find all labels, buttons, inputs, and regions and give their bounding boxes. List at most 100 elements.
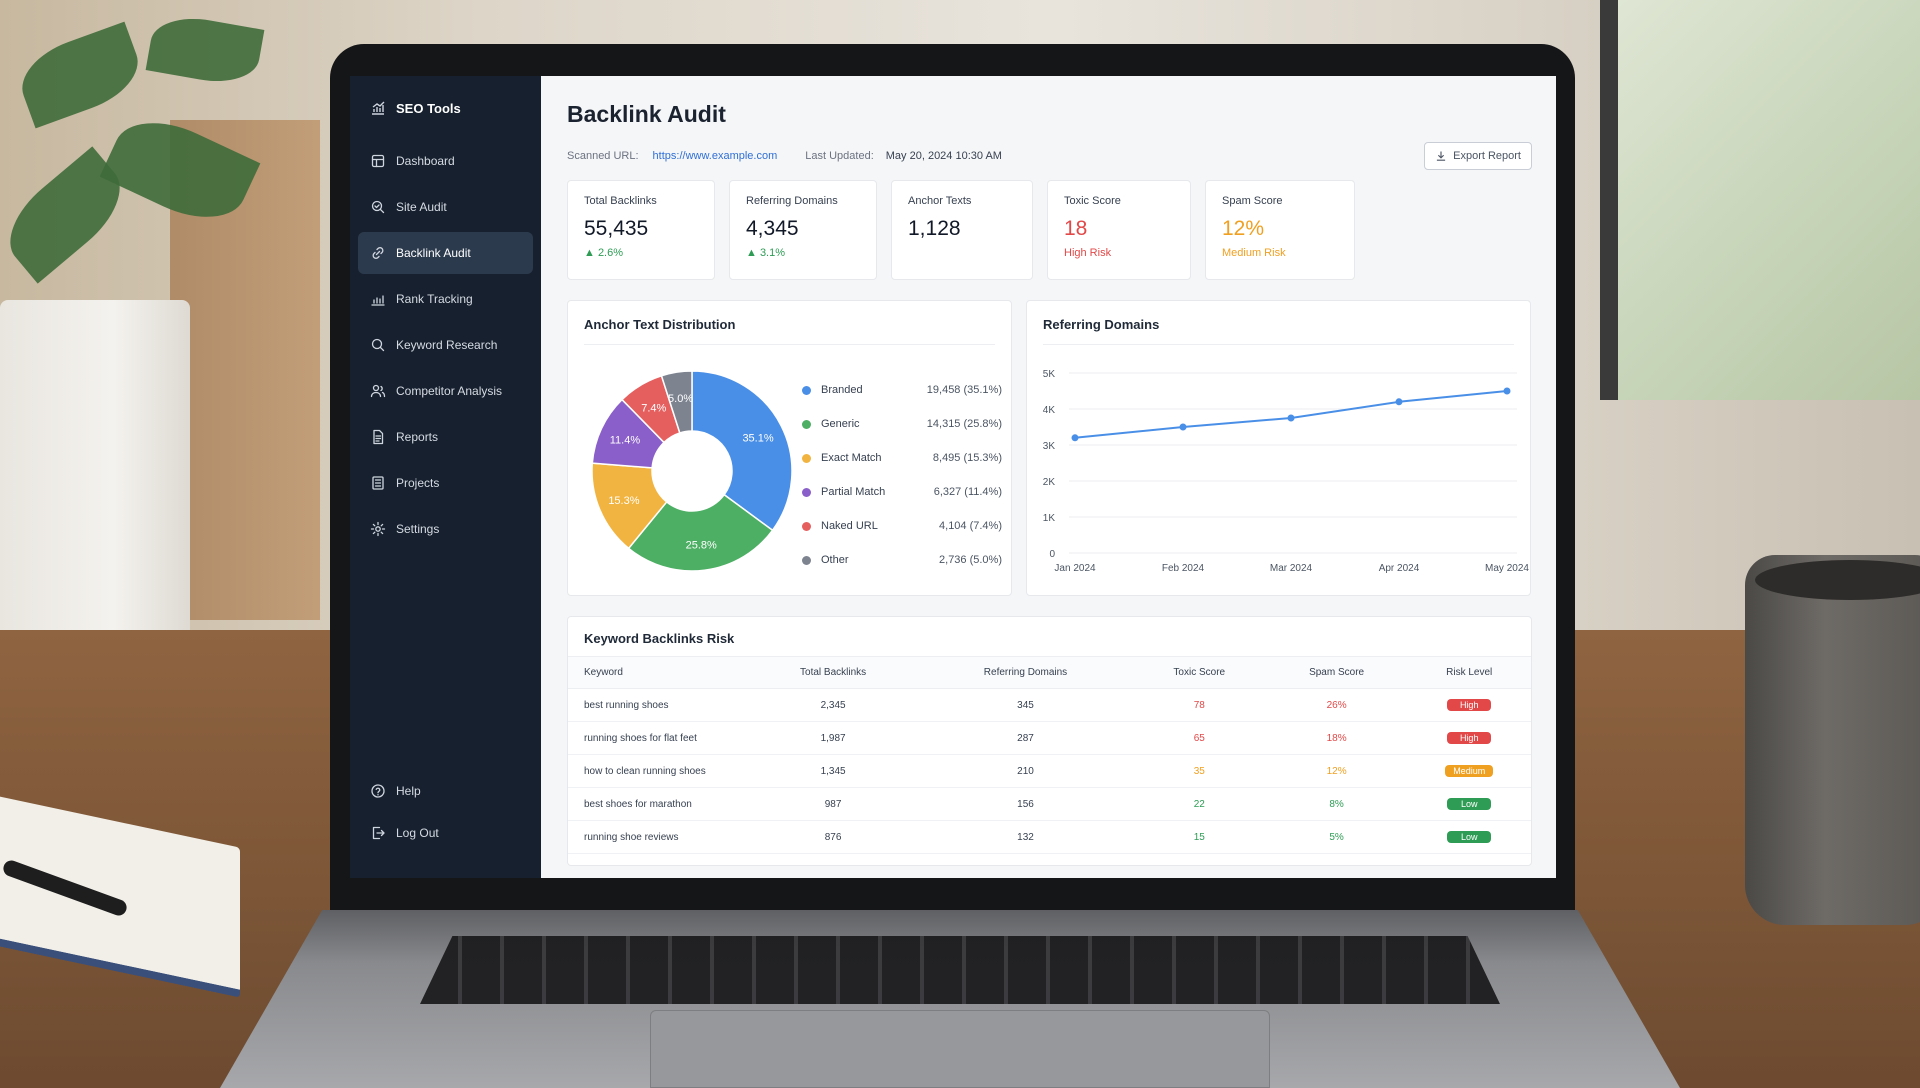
keyword-risk-table: Keyword Total Backlinks Referring Domains T… [568,656,1531,854]
spam-cell: 12% [1265,754,1408,788]
main-content: Backlink Audit Scanned URL: https://www.… [541,76,1556,878]
domains-cell: 156 [918,787,1133,821]
sidebar-item-reports[interactable]: Reports [358,416,533,458]
keyboard [420,936,1500,1004]
legend-swatch [802,385,811,395]
data-point[interactable] [1503,387,1511,395]
coffee-mug-top [1755,560,1920,600]
legend-label: Other [821,554,849,566]
column-header[interactable]: Spam Score [1265,656,1408,689]
backlinks-cell: 2,345 [748,688,919,722]
y-tick-label: 2K [1043,477,1056,488]
legend-label: Partial Match [821,486,886,498]
sidebar: SEO Tools Dashboard Site Audit Backlink Au… [350,76,541,878]
legend-item-branded[interactable]: Branded 19,458 (35.1%) [802,373,1002,407]
spam-cell: 26% [1265,688,1408,722]
column-header[interactable]: Toxic Score [1132,656,1266,689]
keyword-cell: running shoes for flat feet [568,721,748,755]
domains-cell: 132 [918,820,1133,854]
kpi-change: High Risk [1064,247,1112,259]
risk-badge: High [1447,732,1492,744]
backlinks-cell: 876 [748,820,919,854]
column-header[interactable]: Risk Level [1407,656,1531,689]
data-point[interactable] [1287,414,1295,422]
sidebar-item-site-audit[interactable]: Site Audit [358,186,533,228]
donut-slice-label: 15.3% [608,495,639,507]
risk-cell: Low [1407,787,1531,821]
risk-cell: Low [1407,820,1531,854]
y-tick-label: 3K [1043,441,1056,452]
x-tick-label: May 2024 [1485,563,1529,574]
sidebar-item-dashboard[interactable]: Dashboard [358,140,533,182]
sidebar-item-rank-tracking[interactable]: Rank Tracking [358,278,533,320]
logout-icon [370,825,386,841]
kpi-label: Referring Domains [746,195,838,207]
spam-cell: 18% [1265,721,1408,755]
donut-slice-other[interactable] [660,370,693,434]
table-row[interactable]: how to clean running shoes 1,345 210 35 12% M… [568,754,1531,788]
kpi-card-spam-score: Spam Score 12% Medium Risk [1205,180,1355,280]
legend-swatch [802,555,811,565]
brand-label: SEO Tools [396,100,461,116]
kpi-value: 18 [1064,217,1088,240]
kpi-change: ▲ 3.1% [746,247,786,259]
data-point[interactable] [1071,434,1079,442]
export-report-button[interactable]: Export Report [1424,142,1532,170]
export-report-label: Export Report [1453,150,1521,162]
document-icon [370,429,386,445]
domains-cell: 287 [918,721,1133,755]
table-header-row: Keyword Total Backlinks Referring Domains T… [568,656,1531,689]
donut-slice-label: 35.1% [742,433,773,445]
sidebar-item-label: Site Audit [396,200,447,214]
keyword-risk-table-card: Keyword Backlinks Risk Keyword Total Back… [567,616,1532,866]
anchor-text-panel: Anchor Text Distribution 35.1% 25.8% 15.3%… [567,300,1012,596]
site-audit-icon [370,199,386,215]
table-row[interactable]: best running shoes 2,345 345 78 26% High [568,688,1531,722]
y-tick-label: 0 [1049,549,1055,560]
sidebar-item-help[interactable]: Help [358,772,533,810]
backlinks-cell: 987 [748,787,919,821]
legend-value: 2,736 (5.0%) [939,554,1002,566]
projects-icon [370,475,386,491]
sidebar-item-keyword-research[interactable]: Keyword Research [358,324,533,366]
table-row[interactable]: running shoes for flat feet 1,987 287 65 18%… [568,721,1531,755]
keyword-cell: running shoe reviews [568,820,748,854]
legend-item-generic[interactable]: Generic 14,315 (25.8%) [802,407,1002,441]
column-header[interactable]: Referring Domains [918,656,1133,689]
sidebar-bottom: Help Log Out [350,768,541,856]
brand[interactable]: SEO Tools [350,80,541,136]
data-point[interactable] [1179,423,1187,431]
sidebar-item-label: Help [396,784,421,798]
domains-cell: 345 [918,688,1133,722]
table-row[interactable]: best shoes for marathon 987 156 22 8% Low [568,787,1531,821]
scanned-url-link[interactable]: https://www.example.com [652,150,778,162]
sidebar-item-log-out[interactable]: Log Out [358,814,533,852]
donut-slice-generic[interactable] [627,493,774,572]
sidebar-item-competitor-analysis[interactable]: Competitor Analysis [358,370,533,412]
column-header[interactable]: Keyword [568,656,748,689]
gear-icon [370,521,386,537]
trackpad [650,1010,1270,1088]
donut-slice-branded[interactable] [691,370,793,532]
risk-cell: High [1407,688,1531,722]
sidebar-item-backlink-audit[interactable]: Backlink Audit [358,232,533,274]
legend-item-other[interactable]: Other 2,736 (5.0%) [802,543,1002,577]
sidebar-item-settings[interactable]: Settings [358,508,533,550]
legend-value: 6,327 (11.4%) [933,486,1002,498]
data-point[interactable] [1395,398,1403,406]
dashboard-icon [370,153,386,169]
download-icon [1435,150,1447,162]
table-row[interactable]: running shoe reviews 876 132 15 5% Low [568,820,1531,854]
legend-value: 14,315 (25.8%) [926,418,1002,430]
risk-badge: Low [1447,831,1492,843]
coffee-mug [1745,555,1920,925]
legend-item-partial-match[interactable]: Partial Match 6,327 (11.4%) [802,475,1002,509]
legend-value: 19,458 (35.1%) [926,384,1002,396]
legend-item-naked-url[interactable]: Naked URL 4,104 (7.4%) [802,509,1002,543]
legend-item-exact-match[interactable]: Exact Match 8,495 (15.3%) [802,441,1002,475]
background-window [1600,0,1920,400]
link-icon [370,245,386,261]
sidebar-item-projects[interactable]: Projects [358,462,533,504]
column-header[interactable]: Total Backlinks [748,656,919,689]
toxic-cell: 35 [1132,754,1266,788]
